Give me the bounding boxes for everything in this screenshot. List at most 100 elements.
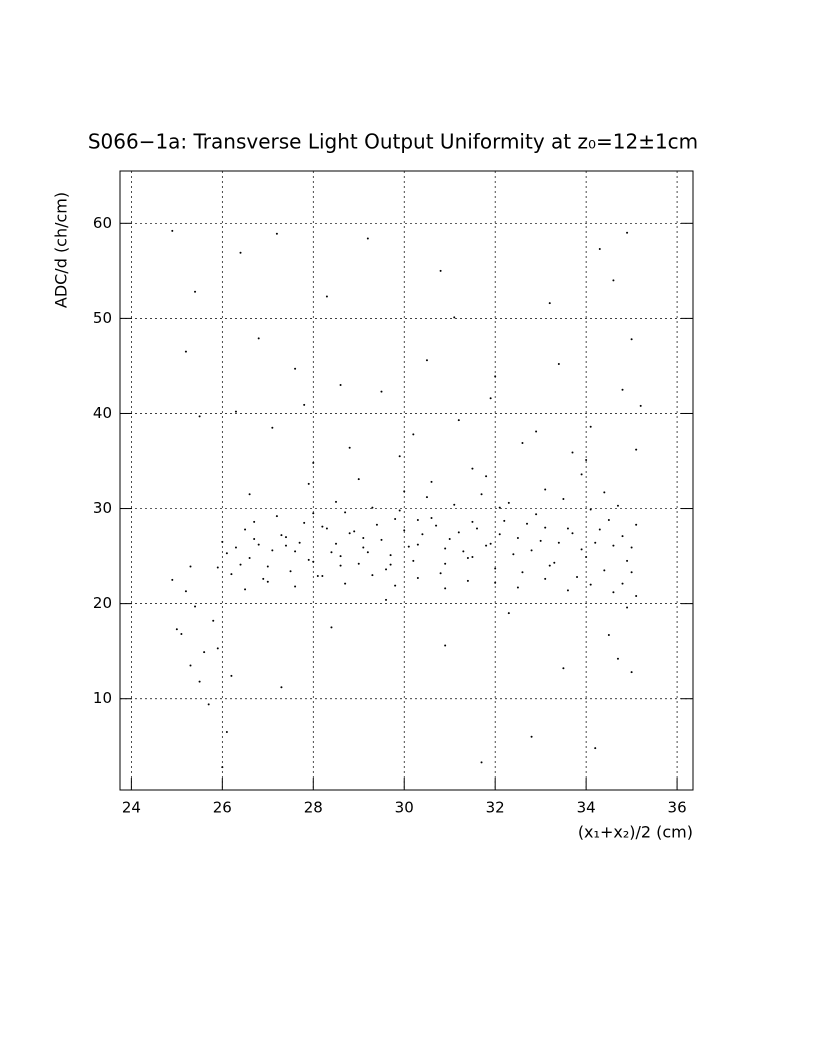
point	[330, 626, 333, 629]
point	[557, 541, 560, 544]
point	[303, 403, 306, 406]
point	[612, 544, 615, 547]
point	[312, 560, 315, 563]
point	[294, 367, 297, 370]
point	[630, 571, 633, 574]
point	[394, 584, 397, 587]
point	[403, 529, 406, 532]
point	[480, 493, 483, 496]
point	[480, 761, 483, 764]
point	[489, 542, 492, 545]
point	[389, 554, 392, 557]
point	[284, 544, 287, 547]
point	[234, 546, 237, 549]
point	[316, 575, 319, 578]
point	[494, 375, 497, 378]
point	[416, 518, 419, 521]
point	[630, 546, 633, 549]
point	[535, 513, 538, 516]
point	[257, 543, 260, 546]
point	[566, 589, 569, 592]
point	[494, 567, 497, 570]
point	[621, 582, 624, 585]
y-tick-label: 20	[93, 594, 112, 612]
point	[530, 549, 533, 552]
point	[485, 544, 488, 547]
point	[284, 536, 287, 539]
point	[589, 583, 592, 586]
point	[585, 556, 588, 559]
point	[184, 350, 187, 353]
point	[398, 509, 401, 512]
x-tick-label: 36	[668, 799, 687, 817]
point	[230, 573, 233, 576]
y-tick-label: 30	[93, 499, 112, 517]
point	[471, 520, 474, 523]
y-tick-label: 40	[93, 404, 112, 422]
point	[189, 565, 192, 568]
chart-title: S066−1a: Transverse Light Output Uniform…	[88, 130, 698, 154]
point	[307, 482, 310, 485]
point	[348, 532, 351, 535]
point	[362, 537, 365, 540]
point	[539, 539, 542, 542]
point	[635, 595, 638, 598]
point	[585, 459, 588, 462]
point	[466, 556, 469, 559]
point	[298, 541, 301, 544]
point	[312, 461, 315, 464]
point	[275, 515, 278, 518]
point	[485, 475, 488, 478]
point	[507, 501, 510, 504]
point	[435, 524, 438, 527]
point	[535, 430, 538, 433]
point	[635, 523, 638, 526]
point	[335, 542, 338, 545]
point	[444, 562, 447, 565]
point	[339, 564, 342, 567]
point	[225, 552, 228, 555]
plot-frame	[119, 170, 694, 791]
point	[266, 565, 269, 568]
point	[389, 563, 392, 566]
point	[207, 703, 210, 706]
point	[253, 520, 256, 523]
point	[412, 559, 415, 562]
point	[262, 577, 265, 580]
point	[589, 425, 592, 428]
point	[271, 426, 274, 429]
point	[548, 302, 551, 305]
point	[553, 561, 556, 564]
point	[348, 446, 351, 449]
point	[325, 527, 328, 530]
point	[357, 562, 360, 565]
point	[171, 578, 174, 581]
point	[312, 512, 315, 515]
point	[439, 269, 442, 272]
point	[253, 537, 256, 540]
point	[639, 404, 642, 407]
point	[248, 493, 251, 496]
point	[248, 556, 251, 559]
point	[571, 451, 574, 454]
point	[189, 664, 192, 667]
point	[621, 388, 624, 391]
point	[475, 527, 478, 530]
point	[289, 570, 292, 573]
point	[357, 478, 360, 481]
point	[244, 588, 247, 591]
y-axis-label: ADC/d (ch/cm)	[52, 192, 71, 308]
point	[430, 480, 433, 483]
point	[571, 532, 574, 535]
point	[498, 533, 501, 536]
point	[453, 316, 456, 319]
point	[607, 518, 610, 521]
point	[616, 657, 619, 660]
point	[380, 538, 383, 541]
point	[512, 553, 515, 556]
point	[271, 549, 274, 552]
point	[257, 337, 260, 340]
point	[175, 628, 178, 631]
point	[280, 534, 283, 537]
point	[566, 527, 569, 530]
